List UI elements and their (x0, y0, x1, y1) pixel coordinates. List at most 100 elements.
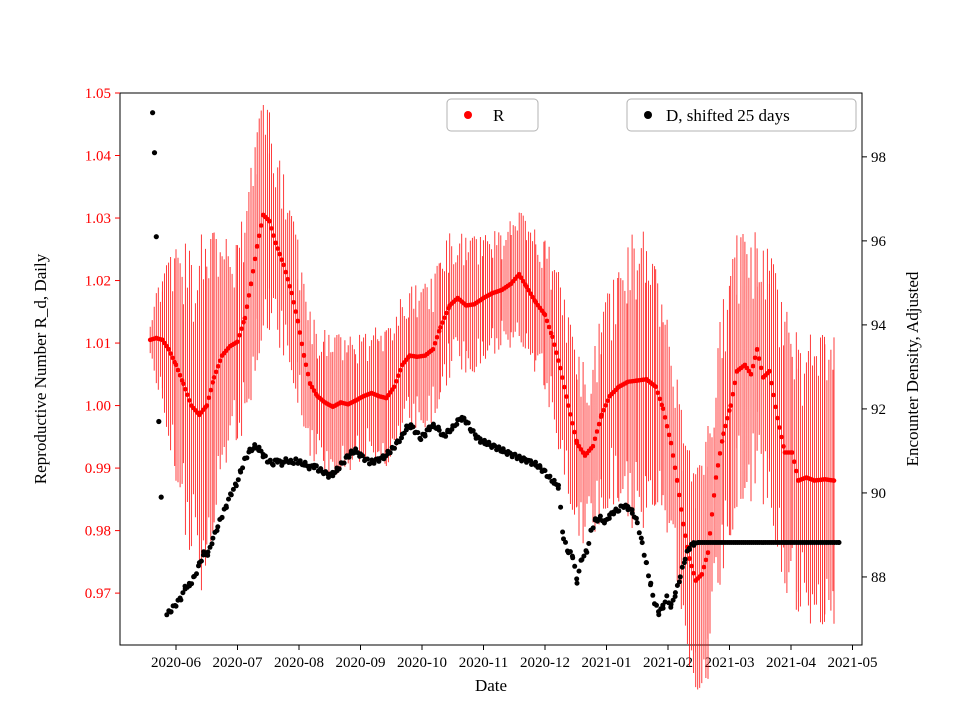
legend-d-marker-icon (644, 111, 652, 119)
d-point (574, 576, 580, 582)
d-point (240, 465, 246, 471)
d-point (422, 433, 428, 439)
r-point (709, 512, 715, 517)
d-point (346, 454, 352, 460)
r-point (732, 380, 738, 386)
d-point (679, 564, 685, 570)
r-point (217, 358, 223, 364)
d-point (219, 514, 225, 520)
right-y-tick-label: 92 (871, 402, 886, 418)
r-point (769, 380, 774, 386)
r-point (752, 355, 758, 361)
d-point (302, 459, 308, 465)
r-point (781, 444, 786, 449)
r-point (590, 443, 596, 449)
r-point (206, 395, 212, 401)
r-point (444, 310, 449, 316)
r-point (254, 243, 260, 249)
r-point (727, 408, 732, 413)
r-point (767, 368, 772, 374)
r-point (568, 412, 573, 417)
r-point (185, 392, 190, 398)
d-point (560, 529, 566, 535)
d-point (687, 547, 692, 552)
r-point (181, 381, 186, 387)
r-point (258, 223, 264, 228)
r-point (279, 257, 285, 263)
d-outlier-point (150, 110, 156, 116)
r-point (560, 375, 565, 380)
d-point (293, 456, 299, 462)
d-point (682, 556, 688, 562)
r-point (728, 403, 733, 408)
r-point (775, 415, 780, 421)
right-y-tick-label: 90 (871, 486, 886, 502)
d-point (371, 460, 377, 466)
r-point (777, 425, 782, 430)
x-tick-label: 2020-10 (397, 655, 447, 671)
r-point (215, 364, 221, 369)
d-point (677, 574, 683, 580)
r-point (287, 284, 293, 289)
r-point (187, 398, 192, 403)
r-point (562, 384, 567, 390)
legend-r-box (446, 98, 539, 132)
d-point (551, 477, 557, 483)
d-point (353, 446, 359, 452)
r-point (256, 233, 262, 239)
x-tick-label: 2020-07 (213, 655, 263, 671)
r-point (396, 373, 401, 379)
r-point (307, 381, 313, 387)
x-tick-label: 2021-04 (766, 655, 816, 671)
r-point (660, 406, 666, 412)
r-point (715, 463, 721, 468)
r-point (297, 330, 303, 335)
r-point (528, 291, 533, 297)
r-point (430, 347, 436, 352)
r-point (518, 275, 524, 281)
r-point (275, 246, 281, 251)
d-point (558, 504, 564, 510)
r-point (546, 324, 552, 330)
r-point (572, 429, 577, 435)
r-point (237, 333, 242, 338)
left-y-tick-label: 0.99 (85, 461, 111, 477)
r-point (558, 365, 563, 371)
d-point (660, 605, 666, 611)
r-point (725, 415, 730, 421)
d-point (654, 602, 659, 608)
r-point (271, 233, 276, 238)
r-point (681, 522, 686, 527)
d-point (633, 515, 639, 521)
r-point (175, 367, 181, 373)
x-tick-label: 2021-02 (643, 655, 693, 671)
d-point (418, 437, 424, 443)
d-point (238, 469, 244, 475)
d-point (567, 549, 573, 555)
r-point (273, 240, 278, 246)
d-point (542, 468, 548, 474)
d-point (215, 524, 221, 530)
r-point (542, 312, 548, 318)
d-point (267, 457, 273, 463)
legend-r-label: R (493, 106, 505, 125)
d-point (367, 461, 373, 467)
d-point (556, 482, 561, 488)
r-point (269, 226, 274, 231)
r-point (594, 429, 600, 434)
d-point (644, 560, 649, 566)
r-point (730, 391, 736, 397)
r-point (794, 468, 799, 474)
d-point (656, 612, 662, 618)
r-point (677, 492, 682, 498)
r-point (554, 350, 559, 356)
r-point (301, 353, 307, 358)
d-point (672, 594, 678, 599)
d-point (244, 455, 250, 461)
d-point (461, 415, 467, 421)
x-tick-label: 2020-11 (459, 655, 508, 671)
d-point (638, 535, 644, 541)
plot-area: 2020-06 2020-07 2020-08 2020-09 2020-10 2020-… (85, 86, 887, 690)
d-point (173, 603, 179, 609)
